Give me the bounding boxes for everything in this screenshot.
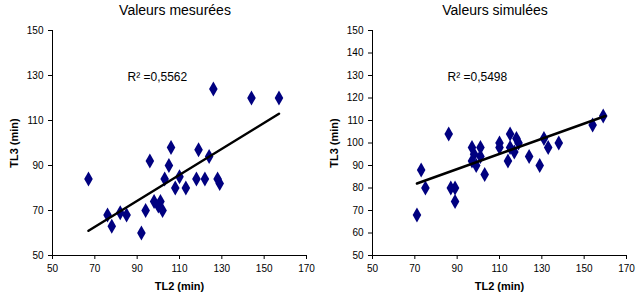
- svg-text:70: 70: [352, 205, 364, 216]
- svg-text:R² =0,5498: R² =0,5498: [448, 70, 508, 84]
- svg-text:170: 170: [618, 263, 635, 274]
- svg-text:50: 50: [367, 263, 379, 274]
- svg-text:90: 90: [352, 160, 364, 171]
- svg-text:100: 100: [347, 137, 364, 148]
- svg-text:110: 110: [348, 115, 364, 126]
- svg-text:110: 110: [28, 115, 44, 126]
- svg-text:110: 110: [492, 263, 508, 274]
- svg-text:TL3 (min): TL3 (min): [328, 118, 340, 168]
- html-text:Valeurs simulées: Valeurs simulées: [442, 2, 548, 18]
- svg-text:150: 150: [27, 25, 44, 36]
- svg-text:R² =0,5562: R² =0,5562: [128, 70, 188, 84]
- svg-text:90: 90: [452, 263, 464, 274]
- svg-text:70: 70: [409, 263, 421, 274]
- svg-text:110: 110: [172, 263, 188, 274]
- svg-text:130: 130: [27, 70, 44, 81]
- html-text:Valeurs mesurées: Valeurs mesurées: [119, 2, 231, 18]
- svg-text:150: 150: [576, 263, 593, 274]
- svg-text:140: 140: [347, 47, 364, 58]
- svg-text:170: 170: [298, 263, 315, 274]
- svg-text:50: 50: [32, 250, 44, 261]
- svg-text:TL2 (min): TL2 (min): [155, 280, 205, 292]
- svg-text:130: 130: [533, 263, 550, 274]
- svg-text:60: 60: [352, 227, 364, 238]
- svg-text:70: 70: [89, 263, 101, 274]
- svg-text:150: 150: [256, 263, 273, 274]
- svg-text:130: 130: [347, 70, 364, 81]
- svg-text:70: 70: [32, 205, 44, 216]
- svg-text:TL3 (min): TL3 (min): [8, 118, 20, 168]
- svg-text:130: 130: [213, 263, 230, 274]
- svg-text:120: 120: [347, 92, 364, 103]
- svg-text:TL2 (min): TL2 (min): [475, 280, 525, 292]
- svg-text:90: 90: [32, 160, 44, 171]
- svg-text:50: 50: [47, 263, 59, 274]
- svg-text:80: 80: [352, 182, 364, 193]
- svg-text:50: 50: [352, 250, 364, 261]
- svg-text:150: 150: [347, 25, 364, 36]
- svg-text:90: 90: [132, 263, 144, 274]
